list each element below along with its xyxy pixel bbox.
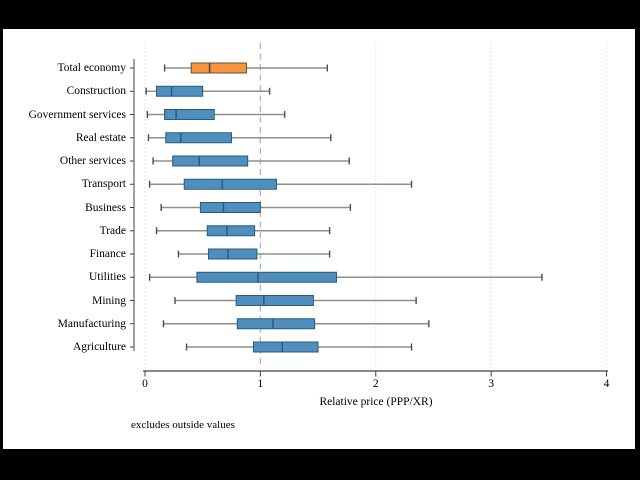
category-label-business: Business	[85, 201, 126, 214]
x-tick-label-4: 4	[603, 378, 610, 390]
chart-canvas	[3, 29, 635, 449]
x-tick-label-1: 1	[257, 378, 264, 390]
category-label-construction: Construction	[66, 85, 126, 98]
box-construction	[156, 85, 204, 97]
category-label-utilities: Utilities	[88, 271, 126, 284]
category-label-government-services: Government services	[28, 108, 126, 121]
category-label-manufacturing: Manufacturing	[57, 317, 126, 330]
box-manufacturing	[236, 318, 316, 330]
box-government-services	[164, 109, 215, 120]
category-label-transport: Transport	[81, 178, 126, 191]
box-utilities	[196, 271, 338, 283]
box-mining	[235, 295, 314, 306]
category-label-other-services: Other services	[59, 155, 126, 167]
box-transport	[183, 178, 278, 190]
box-other-services	[172, 155, 249, 167]
box-trade	[206, 225, 256, 237]
box-agriculture	[252, 341, 319, 353]
box-business	[199, 202, 261, 213]
category-label-real-estate: Real estate	[75, 131, 126, 144]
x-tick-label-0: 0	[142, 378, 148, 390]
box-total-economy	[190, 62, 248, 74]
x-tick-label-3: 3	[488, 378, 494, 390]
x-tick-label-2: 2	[372, 378, 379, 390]
chart-note: excludes outside values	[131, 419, 235, 431]
category-label-finance: Finance	[89, 248, 126, 260]
box-finance	[207, 248, 258, 260]
category-label-total-economy: Total economy	[57, 62, 127, 74]
box-real-estate	[165, 132, 233, 144]
x-axis-title: Relative price (PPP/XR)	[319, 396, 433, 408]
category-label-agriculture: Agriculture	[72, 341, 126, 353]
category-label-trade: Trade	[99, 224, 126, 237]
category-label-mining: Mining	[92, 294, 126, 307]
